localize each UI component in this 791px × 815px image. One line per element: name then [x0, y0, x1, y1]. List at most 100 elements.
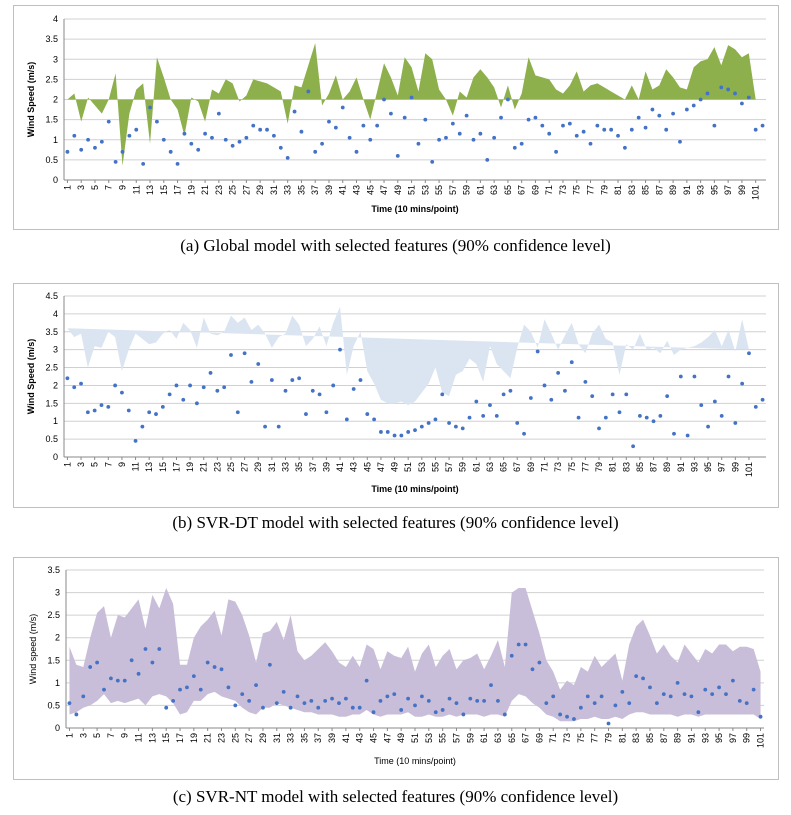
y-tick-label: 0 [53, 175, 58, 185]
data-point [668, 694, 673, 699]
data-point [167, 392, 172, 397]
data-point [198, 687, 203, 692]
x-tick-label: 61 [475, 185, 485, 195]
data-point [88, 665, 93, 669]
x-tick-label: 33 [281, 462, 291, 472]
data-point [147, 410, 152, 415]
x-tick-label: 43 [352, 185, 362, 195]
x-tick-label: 73 [553, 462, 563, 472]
x-tick-label: 51 [403, 462, 413, 472]
data-point [485, 157, 490, 162]
data-point [129, 658, 134, 663]
data-point [178, 687, 182, 692]
data-point [174, 383, 179, 388]
data-point [185, 685, 189, 690]
data-point [413, 703, 417, 708]
data-point [210, 135, 214, 140]
data-point [581, 129, 586, 134]
x-tick-label: 1 [62, 185, 72, 190]
data-point [157, 647, 162, 651]
x-tick-label: 55 [434, 185, 444, 195]
data-point [544, 701, 549, 706]
data-point [468, 696, 473, 701]
y-tick-label: 0 [55, 723, 60, 733]
x-tick-label: 49 [396, 733, 406, 743]
x-tick-label: 97 [717, 462, 727, 472]
data-point [95, 660, 99, 665]
data-point [744, 701, 749, 706]
x-tick-label: 71 [539, 462, 549, 472]
x-tick-label: 71 [544, 185, 554, 195]
data-point [542, 383, 547, 388]
x-tick-label: 75 [572, 185, 582, 195]
data-point [464, 113, 469, 118]
data-point [516, 642, 521, 647]
data-point [113, 383, 118, 388]
x-tick-label: 95 [714, 733, 724, 743]
x-tick-label: 87 [654, 185, 664, 195]
data-point [343, 696, 348, 701]
x-tick-label: 15 [158, 462, 168, 472]
x-tick-label: 17 [171, 462, 181, 472]
data-point [120, 390, 124, 395]
data-point [638, 413, 642, 418]
data-point [195, 401, 199, 406]
x-tick-label: 81 [617, 733, 627, 743]
x-tick-label: 3 [76, 185, 86, 190]
data-point [419, 424, 424, 429]
data-point [522, 431, 526, 436]
y-axis-title: Wind Speed (m/s) [26, 62, 36, 137]
data-point [168, 149, 173, 154]
x-tick-label: 89 [668, 185, 678, 195]
x-tick-label: 79 [604, 733, 614, 743]
y-tick-label: 2.5 [47, 610, 60, 620]
data-point [299, 129, 304, 134]
data-point [148, 105, 152, 110]
data-point [215, 388, 220, 393]
data-point [290, 378, 295, 382]
data-point [705, 91, 710, 96]
x-tick-label: 47 [376, 462, 386, 472]
x-axis-title: Time (10 mins/point) [371, 484, 458, 494]
y-tick-label: 0.5 [45, 155, 58, 165]
x-tick-label: 11 [131, 462, 141, 471]
data-point [588, 141, 593, 146]
x-tick-label: 71 [548, 733, 558, 743]
x-tick-label: 65 [503, 185, 513, 195]
data-point [72, 385, 77, 390]
data-point [672, 431, 676, 436]
data-point [242, 351, 247, 356]
y-tick-label: 2 [55, 633, 60, 643]
x-tick-label: 13 [147, 733, 157, 743]
data-point [106, 405, 111, 409]
data-point [164, 705, 169, 710]
data-point [678, 139, 682, 144]
data-point [297, 376, 302, 381]
data-point [499, 115, 503, 120]
data-point [361, 123, 366, 128]
x-tick-label: 69 [526, 462, 536, 472]
x-tick-label: 23 [216, 733, 226, 743]
x-tick-label: 67 [517, 185, 527, 195]
x-tick-label: 21 [199, 462, 209, 472]
x-tick-label: 3 [76, 462, 86, 467]
data-point [150, 660, 155, 665]
data-point [574, 133, 579, 138]
data-point [79, 381, 83, 386]
data-point [737, 699, 742, 703]
x-tick-label: 5 [90, 462, 100, 467]
data-point [583, 379, 588, 384]
data-point [115, 678, 120, 683]
data-point [423, 117, 428, 122]
data-point [753, 405, 758, 409]
data-point [354, 149, 359, 154]
x-tick-label: 57 [444, 462, 454, 472]
data-point [733, 421, 738, 425]
data-point [671, 111, 675, 116]
x-tick-label: 51 [410, 733, 420, 743]
data-point [440, 392, 445, 397]
data-point [216, 111, 221, 116]
data-point [134, 127, 139, 132]
data-point [461, 712, 466, 717]
data-point [740, 381, 745, 386]
